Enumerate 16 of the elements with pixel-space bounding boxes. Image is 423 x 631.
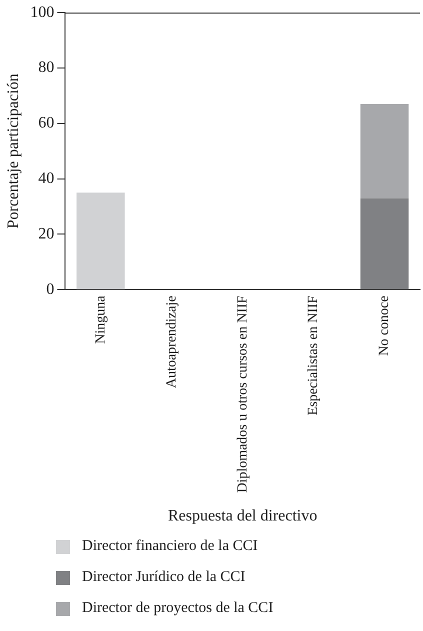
x-tick-label: Diplomados u otros cursos en NIIF [235, 295, 250, 493]
x-tick-label: No conoce [377, 296, 392, 356]
x-tick-label: Ninguna [93, 294, 108, 344]
y-axis-title: Porcentaje participación [4, 74, 22, 229]
legend-label: Director Jurídico de la CCI [82, 569, 246, 586]
y-tick-label: 20 [38, 225, 54, 242]
y-tick-label: 100 [30, 4, 54, 21]
legend-label: Director de proyectos de la CCI [82, 600, 274, 617]
y-tick-label: 40 [38, 170, 54, 188]
y-tick-label: 0 [46, 280, 54, 298]
x-tick-label: Autoaprendizaje [164, 296, 180, 388]
x-axis-title: Respuesta del directivo [168, 508, 318, 525]
legend-label: Director financiero de la CCI [82, 538, 258, 555]
x-tick-label: Especialistas en NIIF [306, 295, 322, 416]
y-tick-label: 60 [38, 114, 54, 132]
y-tick-label: 80 [38, 59, 54, 76]
